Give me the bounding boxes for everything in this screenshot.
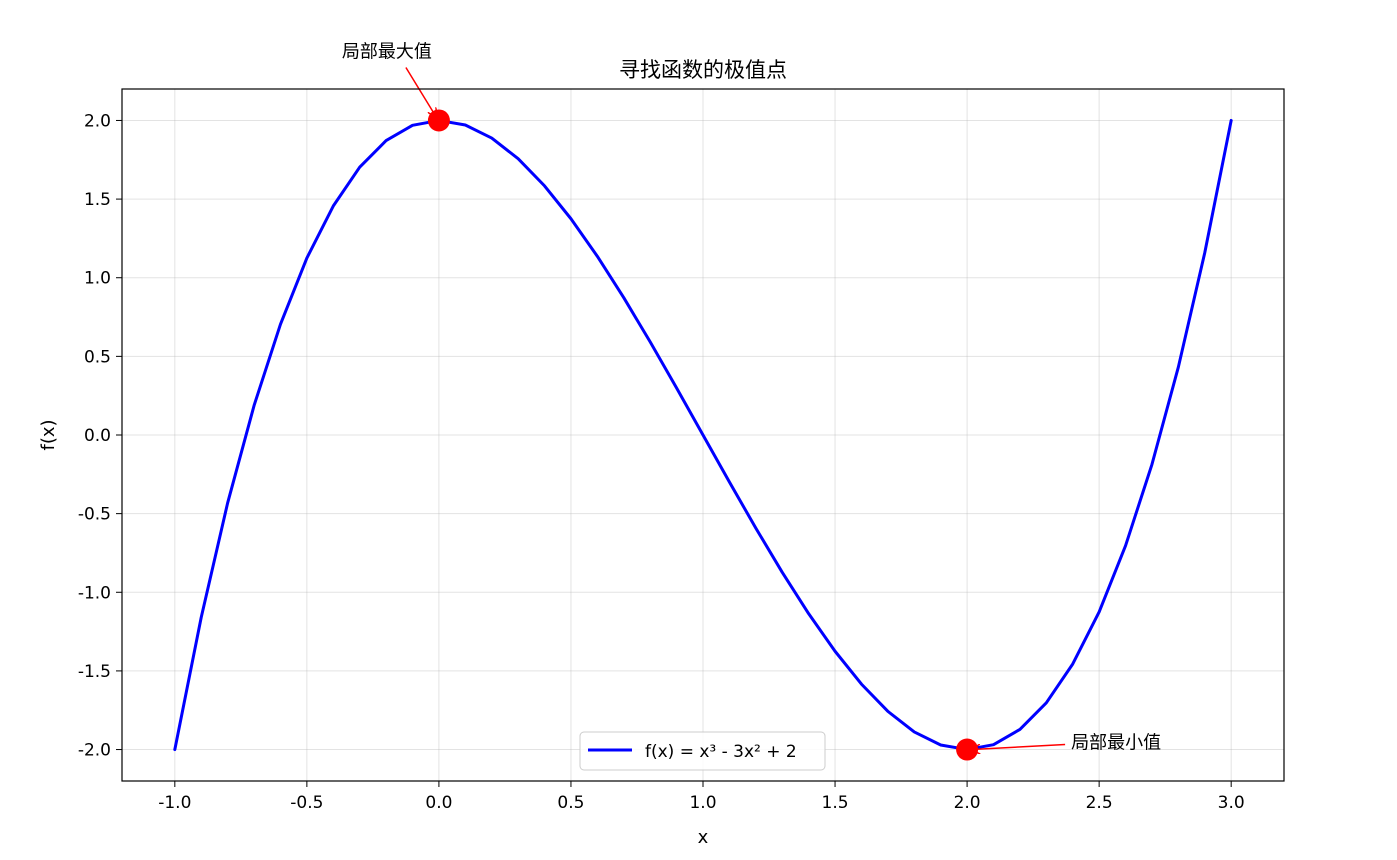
annotation-arrow — [972, 743, 1066, 750]
annotation-label: 局部最大值 — [342, 41, 432, 62]
x-tick-label: 2.5 — [1086, 793, 1113, 813]
x-tick-label: 3.0 — [1218, 793, 1245, 813]
x-tick-label: 0.0 — [425, 793, 452, 813]
extremum-point — [427, 109, 450, 132]
y-tick-label: 0.0 — [84, 426, 111, 446]
y-tick-label: 2.0 — [84, 111, 111, 131]
extremum-point — [956, 738, 979, 761]
y-tick-label: -2.0 — [78, 741, 111, 761]
x-tick-label: 0.5 — [557, 793, 584, 813]
annotation-label: 局部最小值 — [1071, 733, 1161, 754]
legend-label: f(x) = x³ - 3x² + 2 — [645, 742, 797, 762]
y-axis-label: f(x) — [38, 419, 59, 450]
y-axis: -2.0 -1.5 -1.0 -0.5 0.0 0.5 1.0 1.5 2.0 — [78, 111, 122, 761]
x-tick-label: -1.0 — [158, 793, 191, 813]
x-tick-label: -0.5 — [290, 793, 323, 813]
y-tick-label: 1.0 — [84, 269, 111, 289]
x-tick-label: 2.0 — [954, 793, 981, 813]
legend-box — [579, 731, 826, 771]
series-line — [173, 118, 1233, 752]
y-tick-label: -0.5 — [78, 505, 111, 525]
y-tick-label: 0.5 — [84, 347, 111, 367]
x-axis-label: x — [698, 827, 709, 848]
x-tick-label: 1.5 — [822, 793, 849, 813]
annotation-arrow — [405, 67, 436, 116]
series-layer — [173, 118, 1233, 752]
y-tick-label: -1.5 — [78, 662, 111, 682]
x-axis: -1.0 -0.5 0.0 0.5 1.0 1.5 2.0 2.5 3.0 — [158, 781, 1245, 813]
y-tick-label: 1.5 — [84, 190, 111, 210]
x-tick-label: 1.0 — [689, 793, 716, 813]
y-tick-label: -1.0 — [78, 583, 111, 603]
legend: f(x) = x³ - 3x² + 2 — [579, 731, 826, 771]
chart-title: 寻找函数的极值点 — [619, 58, 787, 82]
